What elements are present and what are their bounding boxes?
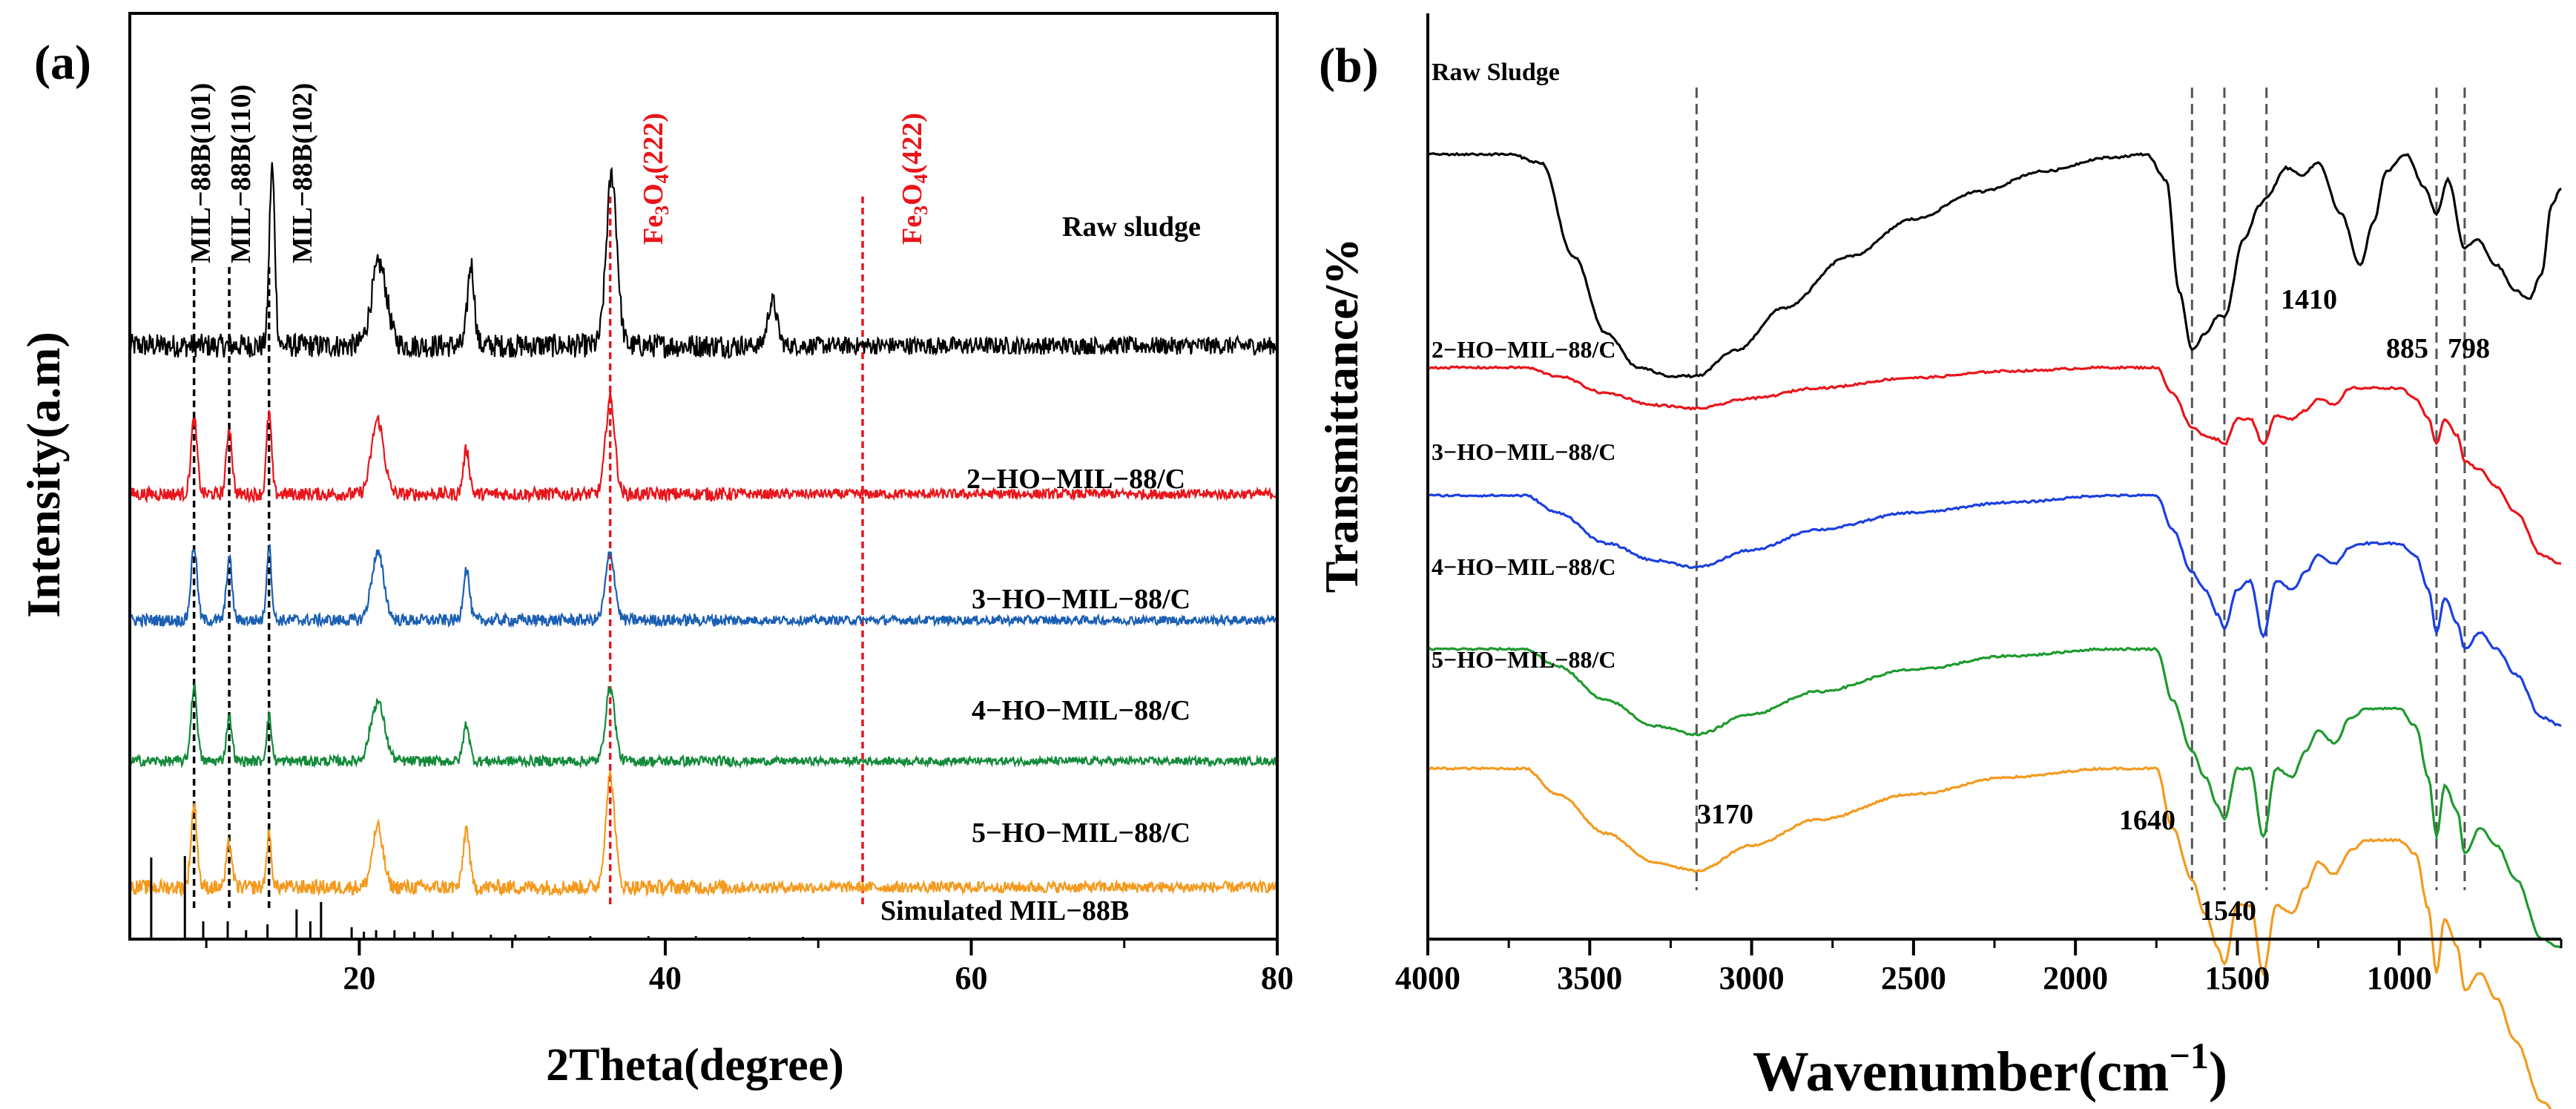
panel-b-series bbox=[1427, 151, 2563, 1109]
tick-label-a-40: 40 bbox=[649, 960, 682, 996]
panel-b-ftir: (b) 4000 3500 3000 2500 2000 1500 1000 Raw Slu… bbox=[1315, 13, 2563, 1109]
panel-a-x-label: 2Theta(degree) bbox=[546, 1040, 844, 1090]
series-b-4-ho-mil-88-c bbox=[1427, 646, 2562, 949]
series-b-3-ho-mil-88-c bbox=[1427, 493, 2562, 727]
ref-label-mil88b-102: MIL−88B(102) bbox=[287, 83, 318, 263]
series-b-5-ho-mil-88-c bbox=[1427, 766, 2552, 1109]
series-a-2-ho-mil-88-c bbox=[128, 391, 1279, 504]
panel-a-plot-frame bbox=[128, 12, 1279, 941]
panel-a-y-label: Intensity(a.m) bbox=[17, 332, 70, 618]
peak-label-798: 798 bbox=[2448, 333, 2490, 364]
peak-label-885: 885 bbox=[2386, 333, 2428, 364]
series-label-2-ho-mil-88-c: 2−HO−MIL−88/C bbox=[966, 464, 1185, 495]
tick-label-b-3500: 3500 bbox=[1557, 960, 1622, 996]
tick-label-a-20: 20 bbox=[343, 960, 375, 996]
ref-label-mil88b-110: MIL−88B(110) bbox=[225, 85, 257, 263]
series-b-2-ho-mil-88-c bbox=[1427, 365, 2562, 565]
panel-a-x-ticks: 20 40 60 80 bbox=[205, 939, 1294, 996]
panel-b-x-label: Wavenumber(cm−1) bbox=[1753, 1035, 2227, 1103]
series-label-3-ho-mil-88-c: 3−HO−MIL−88/C bbox=[972, 584, 1190, 615]
panel-a-reference-lines bbox=[192, 197, 864, 909]
ref-label-mil88b-101: MIL−88B(101) bbox=[185, 83, 217, 263]
panel-b-label: (b) bbox=[1319, 39, 1379, 93]
series-label-5-ho-mil-88-c-b: 5−HO−MIL−88/C bbox=[1432, 646, 1615, 673]
series-label-4-ho-mil-88-c-b: 4−HO−MIL−88/C bbox=[1432, 553, 1615, 580]
peak-label-1410: 1410 bbox=[2281, 284, 2337, 315]
series-label-raw-sludge-b: Raw Sludge bbox=[1432, 59, 1560, 86]
tick-label-b-2500: 2500 bbox=[1881, 960, 1946, 996]
series-a-raw-sludge bbox=[128, 162, 1278, 360]
panel-a-simulated-sticks bbox=[150, 856, 805, 939]
peak-label-3170: 3170 bbox=[1697, 799, 1753, 830]
panel-b-y-label: Transmittance/% bbox=[1315, 238, 1368, 593]
series-label-5-ho-mil-88-c: 5−HO−MIL−88/C bbox=[972, 817, 1190, 849]
series-a-4-ho-mil-88-c bbox=[128, 682, 1279, 769]
peak-label-1640: 1640 bbox=[2119, 805, 2175, 836]
tick-label-b-2000: 2000 bbox=[2043, 960, 2108, 996]
panel-b-x-ticks: 4000 3500 3000 2500 2000 1500 1000 bbox=[1395, 939, 2563, 996]
series-label-3-ho-mil-88-c-b: 3−HO−MIL−88/C bbox=[1432, 438, 1615, 465]
tick-label-b-4000: 4000 bbox=[1395, 960, 1460, 996]
panel-a-label: (a) bbox=[34, 36, 91, 90]
tick-label-a-80: 80 bbox=[1261, 960, 1294, 996]
series-label-2-ho-mil-88-c-b: 2−HO−MIL−88/C bbox=[1432, 336, 1615, 363]
tick-label-b-1000: 1000 bbox=[2367, 960, 2432, 996]
ref-label-fe3o4-222: Fe3O4(222) bbox=[638, 113, 673, 245]
peak-label-1540: 1540 bbox=[2200, 895, 2256, 927]
series-b-raw-sludge bbox=[1427, 151, 2563, 379]
tick-label-b-1500: 1500 bbox=[2204, 960, 2270, 996]
series-label-raw-sludge: Raw sludge bbox=[1062, 211, 1201, 243]
panel-a-xrd: (a) 20 40 60 80 MIL−88B(101) MIL−88B(110) M… bbox=[17, 12, 1294, 1090]
series-label-4-ho-mil-88-c: 4−HO−MIL−88/C bbox=[972, 695, 1190, 726]
series-a-3-ho-mil-88-c bbox=[128, 544, 1279, 628]
panel-b-reference-lines bbox=[1695, 88, 2466, 890]
series-a-5-ho-mil-88-c bbox=[128, 771, 1279, 898]
ref-label-fe3o4-422: Fe3O4(422) bbox=[897, 113, 932, 245]
panel-a-series bbox=[128, 162, 1279, 898]
series-label-simulated-mil-88b: Simulated MIL−88B bbox=[880, 895, 1129, 927]
tick-label-a-60: 60 bbox=[955, 960, 987, 996]
tick-label-b-3000: 3000 bbox=[1719, 960, 1785, 996]
